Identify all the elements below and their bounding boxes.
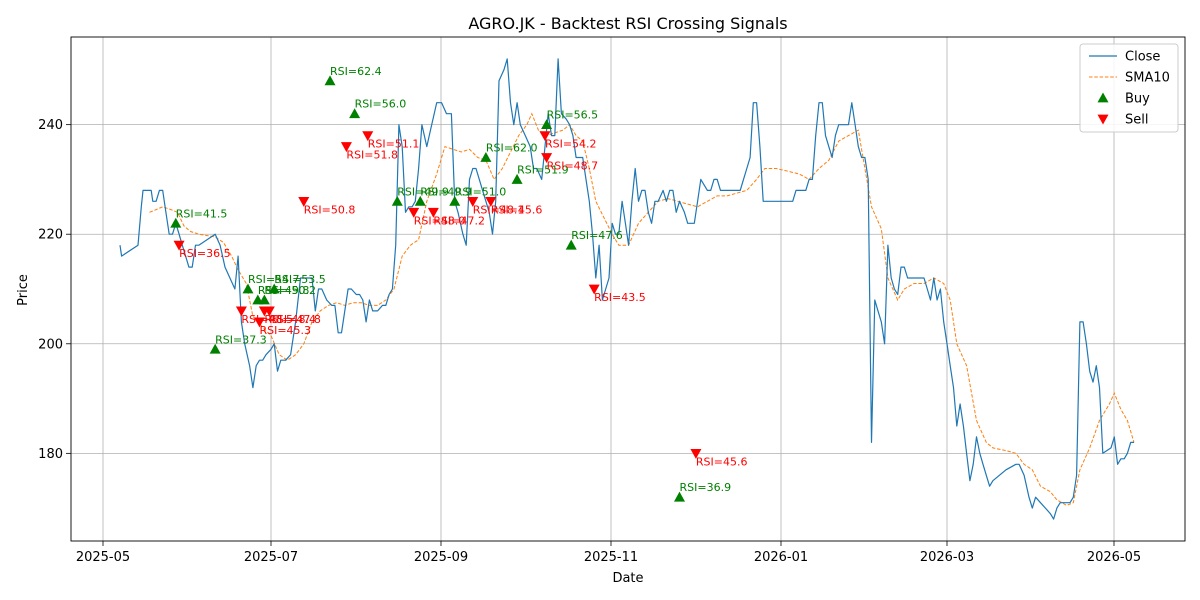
buy-marker bbox=[674, 491, 686, 502]
sell-marker bbox=[539, 131, 551, 142]
sell-marker bbox=[253, 317, 265, 328]
sell-annotation: RSI=45.3 bbox=[259, 324, 311, 337]
sell-annotation: RSI=48.0 bbox=[414, 214, 466, 227]
buy-annotation: RSI=51.9 bbox=[517, 163, 569, 176]
x-tick-label: 2025-11 bbox=[584, 550, 638, 565]
axes: 2025-05 2025-07 2025-09 2025-11 2026-01 2026-… bbox=[38, 36, 1186, 565]
plot-frame bbox=[70, 36, 1186, 542]
sell-annotation: RSI=36.5 bbox=[179, 247, 231, 260]
sell-marker bbox=[173, 240, 185, 251]
y-tick-label: 200 bbox=[38, 337, 63, 352]
legend-box bbox=[1079, 43, 1179, 133]
buy-annotation: RSI=53.5 bbox=[274, 273, 326, 286]
close-series bbox=[119, 58, 1134, 520]
legend-label: Sell bbox=[1125, 113, 1148, 128]
sell-marker bbox=[263, 306, 275, 317]
x-tick-label: 2026-05 bbox=[1087, 550, 1141, 565]
sell-marker bbox=[427, 207, 439, 218]
buy-marker bbox=[268, 283, 280, 294]
sell-annotation: RSI=43.5 bbox=[594, 291, 646, 304]
legend-buy-swatch bbox=[1097, 92, 1109, 103]
sell-marker bbox=[362, 131, 374, 142]
y-tick-label: 220 bbox=[38, 228, 63, 243]
buy-annotation: RSI=49.9 bbox=[420, 185, 472, 198]
x-tick-label: 2025-07 bbox=[244, 550, 298, 565]
sell-annotation: RSI=45.6 bbox=[696, 455, 748, 468]
y-axis-label: Price bbox=[16, 274, 31, 306]
y-tick-label: 240 bbox=[38, 118, 63, 133]
close-line bbox=[119, 58, 1134, 520]
buy-annotation: RSI=51.0 bbox=[455, 185, 507, 198]
sma10-line bbox=[149, 112, 1135, 506]
y-tick-label: 180 bbox=[38, 447, 63, 462]
sell-marker bbox=[690, 448, 702, 459]
x-tick-label: 2025-09 bbox=[414, 550, 468, 565]
buy-marker bbox=[324, 75, 336, 86]
buy-marker bbox=[541, 119, 553, 130]
buy-annotation: RSI=56.5 bbox=[547, 109, 599, 122]
buy-marker bbox=[391, 195, 403, 206]
sell-annotation: RSI=54.2 bbox=[545, 138, 597, 151]
sell-annotation: RSI=48.1 bbox=[473, 203, 525, 216]
buy-marker bbox=[449, 195, 461, 206]
buy-marker bbox=[170, 217, 182, 228]
sell-annotation: RSI=51.8 bbox=[346, 149, 398, 162]
buy-annotation: RSI=54.7 bbox=[248, 273, 300, 286]
legend-label: SMA10 bbox=[1125, 71, 1170, 86]
sell-annotation: RSI=51.1 bbox=[368, 138, 420, 151]
buy-annotation: RSI=41.5 bbox=[176, 207, 228, 220]
buy-annotation: RSI=62.0 bbox=[486, 142, 538, 155]
legend-sell-swatch bbox=[1097, 114, 1109, 125]
x-tick-label: 2026-01 bbox=[754, 550, 808, 565]
sell-marker bbox=[588, 284, 600, 295]
buy-annotation: RSI=36.9 bbox=[680, 481, 732, 494]
grid bbox=[71, 37, 1185, 541]
buy-annotation: RSI=62.4 bbox=[330, 65, 382, 78]
buy-marker bbox=[565, 239, 577, 250]
x-axis-label: Date bbox=[612, 571, 643, 586]
signal-markers: RSI=41.5 RSI=37.3 RSI=54.7RSI=49.8RSI=50.2… bbox=[170, 65, 748, 502]
buy-annotation: RSI=50.2 bbox=[264, 284, 316, 297]
legend: Close SMA10 Buy Sell bbox=[1079, 43, 1179, 133]
sell-marker bbox=[408, 207, 420, 218]
sma-series bbox=[149, 112, 1135, 506]
sell-annotation: RSI=47.8 bbox=[269, 313, 321, 326]
sell-annotation: RSI=45.6 bbox=[491, 203, 543, 216]
buy-marker bbox=[258, 294, 270, 305]
buy-marker bbox=[349, 108, 361, 119]
buy-marker bbox=[480, 152, 492, 162]
sell-marker bbox=[235, 306, 247, 317]
sell-marker bbox=[485, 196, 497, 207]
buy-marker bbox=[209, 343, 221, 354]
buy-annotation: RSI=49.9 bbox=[397, 185, 449, 198]
buy-marker bbox=[511, 173, 523, 184]
sell-marker bbox=[340, 142, 352, 153]
buy-annotation: RSI=49.8 bbox=[258, 284, 310, 297]
sell-annotation: RSI=48.7 bbox=[547, 160, 599, 173]
sell-marker bbox=[467, 196, 479, 207]
sell-annotation: RSI=47.2 bbox=[433, 214, 485, 227]
sell-annotation: RSI=50.8 bbox=[304, 203, 356, 216]
x-tick-label: 2026-03 bbox=[920, 550, 974, 565]
sell-marker bbox=[298, 196, 310, 207]
buy-marker bbox=[242, 283, 254, 294]
buy-annotation: RSI=37.3 bbox=[215, 333, 267, 346]
buy-annotation: RSI=56.0 bbox=[355, 98, 407, 111]
legend-label: Close bbox=[1125, 50, 1160, 65]
sell-marker bbox=[541, 153, 553, 164]
chart-title: AGRO.JK - Backtest RSI Crossing Signals bbox=[468, 14, 787, 33]
sell-annotation: RSI=48.4 bbox=[264, 313, 316, 326]
buy-marker bbox=[414, 195, 426, 206]
x-tick-label: 2025-05 bbox=[76, 550, 130, 565]
buy-annotation: RSI=47.6 bbox=[571, 229, 623, 242]
sell-annotation: RSI=48.5 bbox=[241, 313, 293, 326]
legend-label: Buy bbox=[1125, 92, 1150, 107]
